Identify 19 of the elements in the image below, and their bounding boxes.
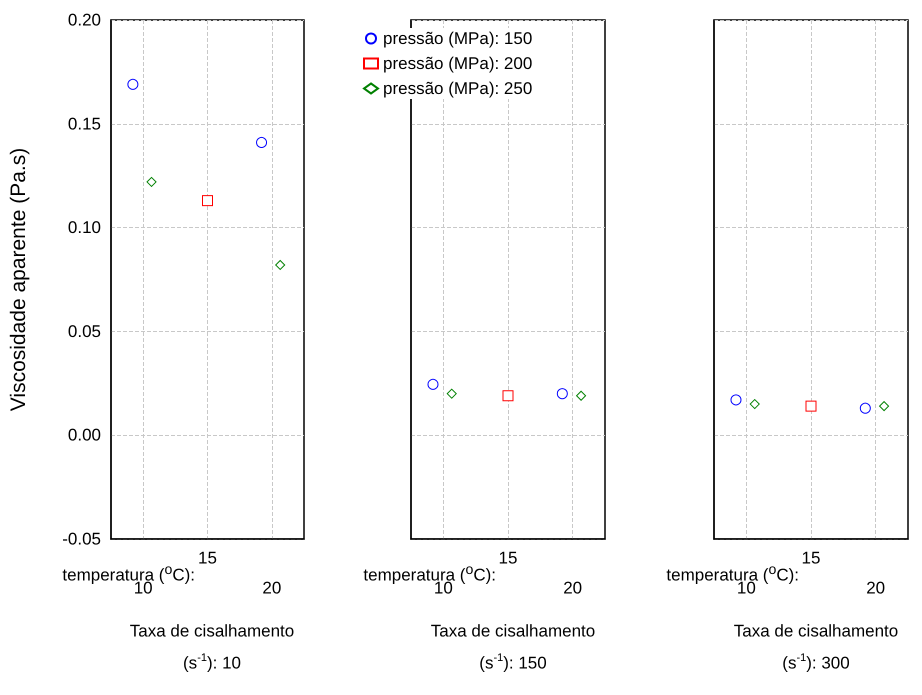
y-tick-label: 0.00: [68, 426, 101, 445]
x-axis-title: temperatura ($^{o}$C):: [666, 561, 799, 585]
y-tick-label: -0.05: [62, 530, 101, 548]
y-tick-label: 0.15: [68, 114, 101, 134]
legend-label: pressão (MPa): 200: [383, 54, 532, 73]
legend-label: pressão (MPa): 250: [383, 79, 532, 98]
legend-label: pressão (MPa): 150: [383, 29, 532, 48]
y-tick-label: 0.20: [68, 10, 101, 30]
x-tick-label: 15: [198, 548, 217, 568]
x-tick-label: 20: [563, 578, 582, 598]
x-tick-label: 15: [802, 548, 820, 568]
x-tick-label: 15: [498, 548, 518, 568]
x-tick-label: 20: [262, 578, 282, 598]
y-axis-title: Viscosidade aparente (Pa.s): [7, 148, 30, 412]
y-tick-label: 0.10: [68, 218, 101, 238]
x-axis-title: temperatura ($^{o}$C):: [62, 561, 195, 585]
x-axis-title: temperatura ($^{o}$C):: [363, 561, 496, 585]
y-tick-label: 0.05: [68, 322, 101, 341]
x-tick-label: 20: [866, 578, 886, 598]
